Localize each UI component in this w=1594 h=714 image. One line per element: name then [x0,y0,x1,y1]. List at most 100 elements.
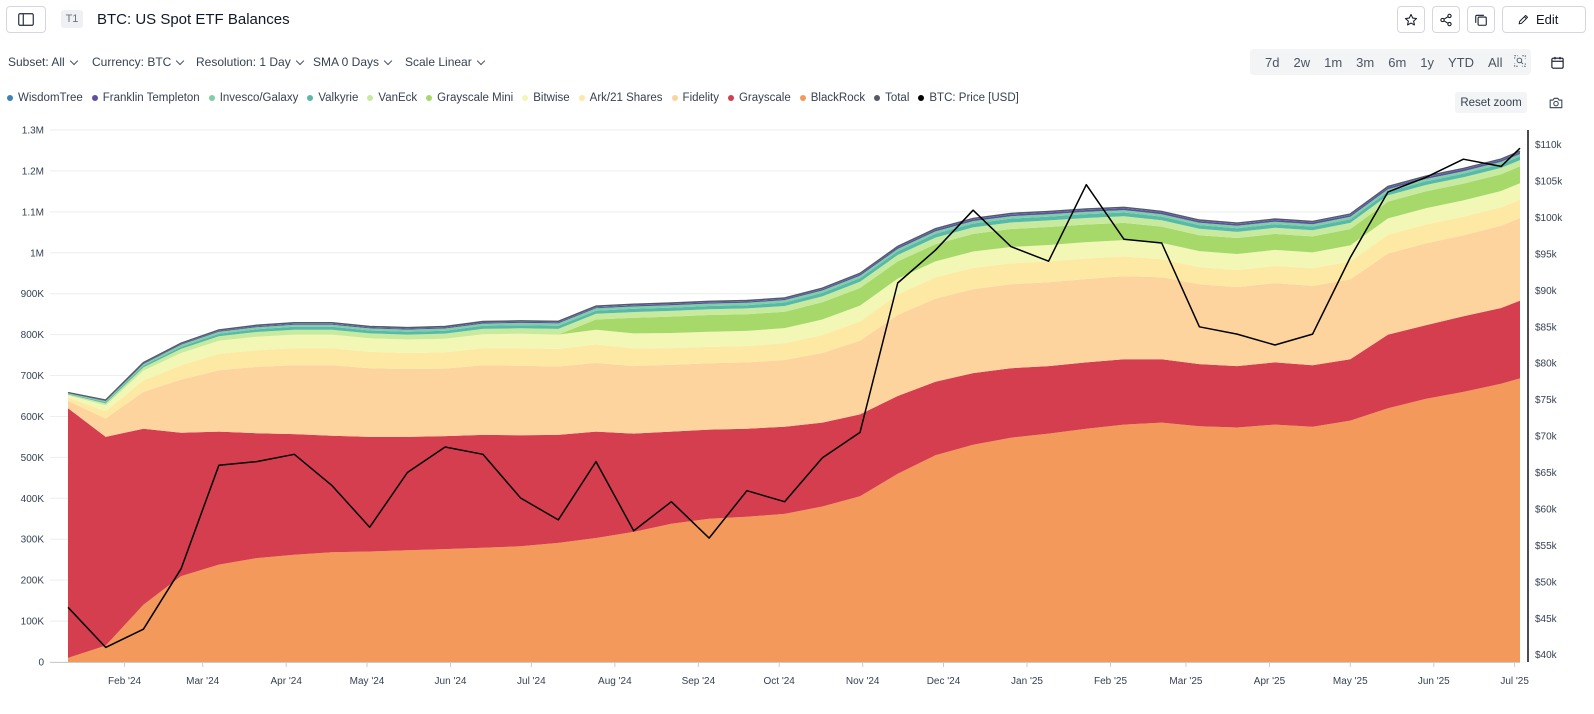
x-tick-label: Jul '25 [1500,676,1529,687]
x-tick-label: Dec '24 [927,676,961,687]
share-icon [1440,13,1452,26]
chevron-down-icon [176,56,185,65]
x-tick-label: May '25 [1333,676,1368,687]
zoom-icon [1514,54,1527,67]
btc-price-line[interactable] [67,147,1521,649]
stacked-areas [68,151,1520,662]
currency-dropdown[interactable]: Currency: BTC [92,55,185,69]
favorite-button[interactable] [1397,6,1425,33]
x-tick-label: Mar '24 [186,676,219,687]
chevron-down-icon [476,56,485,65]
y-right-tick-label: $60k [1535,504,1558,515]
range-3m-button[interactable]: 3m [1356,54,1375,70]
x-tick-label: May '24 [350,676,385,687]
duplicate-button[interactable] [1467,6,1495,33]
area-vaneck[interactable] [68,160,1520,406]
y-left-tick-label: 300K [21,535,45,546]
area-grayscale-mini[interactable] [68,166,1520,406]
y-left-tick-label: 700K [21,371,45,382]
legend-label: Bitwise [533,92,570,104]
sma-dropdown[interactable]: SMA 0 Days [313,55,393,69]
legend-item[interactable]: Grayscale Mini [426,92,513,104]
calendar-icon [1550,56,1564,69]
area-invesco-galaxy[interactable] [68,154,1520,403]
legend-label: Grayscale [738,92,791,104]
top-bar: T1 BTC: US Spot ETF Balances Edit [0,0,1594,40]
legend-item[interactable]: Bitwise [522,92,570,104]
y-right-tick-label: $55k [1535,541,1558,552]
resolution-dropdown[interactable]: Resolution: 1 Day [196,55,304,69]
x-tick-label: Apr '25 [1254,676,1286,687]
legend-item[interactable]: WisdomTree [7,92,83,104]
legend-item[interactable]: Ark/21 Shares [578,92,663,104]
legend-dot-icon [874,95,881,101]
currency-label: Currency: BTC [92,55,172,69]
range-1y-button[interactable]: 1y [1420,54,1435,70]
range-ytd-button[interactable]: YTD [1448,54,1475,70]
range-all-button[interactable]: All [1488,54,1503,70]
area-grayscale[interactable] [68,300,1520,658]
share-button[interactable] [1432,6,1460,33]
y-left-tick-label: 1.3M [22,126,44,137]
area-fidelity[interactable] [68,218,1520,437]
y-right-tick-label: $85k [1535,322,1558,333]
zoom-select-button[interactable] [1509,54,1531,71]
legend-item[interactable]: Grayscale [727,92,791,104]
area-blackrock[interactable] [68,378,1520,662]
legend-item[interactable]: Valkyrie [307,92,358,104]
legend-label: Franklin Templeton [102,92,200,104]
legend-item[interactable]: Total [874,92,909,104]
subset-dropdown[interactable]: Subset: All [8,55,78,69]
legend-label: Invesco/Galaxy [219,92,299,104]
chart-controls: Subset: All Currency: BTC Resolution: 1 … [0,50,1594,74]
scale-dropdown[interactable]: Scale Linear [405,55,485,69]
y-left-tick-label: 900K [21,289,45,300]
y-right-tick-label: $95k [1535,249,1558,260]
area-valkyrie[interactable] [68,156,1520,404]
y-right-tick-label: $105k [1535,177,1563,188]
legend-label: Ark/21 Shares [589,92,663,104]
legend-dot-icon [307,95,314,101]
legend-item[interactable]: VanEck [367,92,417,104]
legend-dot-icon [522,95,529,101]
sidebar-toggle-button[interactable] [6,6,46,33]
y-right-tick-label: $100k [1535,213,1563,224]
legend-label: Grayscale Mini [437,92,514,104]
tier-badge: T1 [61,10,83,28]
sma-label: SMA 0 Days [313,55,380,69]
page-title: BTC: US Spot ETF Balances [97,11,290,28]
reset-zoom-button[interactable]: Reset zoom [1455,92,1527,113]
legend-item[interactable]: Franklin Templeton [91,92,200,104]
date-picker-button[interactable] [1540,47,1574,77]
area-ark-21-shares[interactable] [68,199,1520,419]
chevron-down-icon [383,56,393,65]
y-right-tick-label: $110k [1535,140,1563,151]
legend-item[interactable]: Invesco/Galaxy [208,92,299,104]
axes: 0 100K 200K 300K 400K 500K 600K 700K 800K 900K 1M 1… [21,126,1564,688]
edit-button[interactable]: Edit [1502,6,1586,33]
legend-item[interactable]: Fidelity [671,92,719,104]
range-1m-button[interactable]: 1m [1324,54,1343,70]
screenshot-button[interactable] [1546,94,1566,112]
legend-dot-icon [208,95,215,101]
etf-balances-chart[interactable]: glassnode 0100K200K300K400K500K600K700K8… [0,118,1594,714]
legend-item[interactable]: BTC: Price [USD] [918,92,1019,104]
y-left-tick-label: 1M [30,248,44,259]
y-right-tick-label: $75k [1535,395,1558,406]
resolution-label: Resolution: 1 Day [196,55,291,69]
star-icon [1404,13,1418,25]
total-line[interactable] [67,150,1521,401]
y-left-tick-label: 600K [21,412,45,423]
range-7d-button[interactable]: 7d [1265,54,1280,70]
range-2w-button[interactable]: 2w [1293,54,1311,70]
legend-item[interactable]: BlackRock [799,92,865,104]
pencil-icon [1518,14,1529,25]
range-6m-button[interactable]: 6m [1388,54,1407,70]
y-right-tick-label: $65k [1535,468,1558,479]
legend-label: WisdomTree [18,92,83,104]
legend-dot-icon [578,95,585,101]
x-tick-label: Feb '24 [108,676,141,687]
legend-dot-icon [671,95,678,101]
legend-label: Fidelity [682,92,719,104]
legend-dot-icon [91,95,98,101]
